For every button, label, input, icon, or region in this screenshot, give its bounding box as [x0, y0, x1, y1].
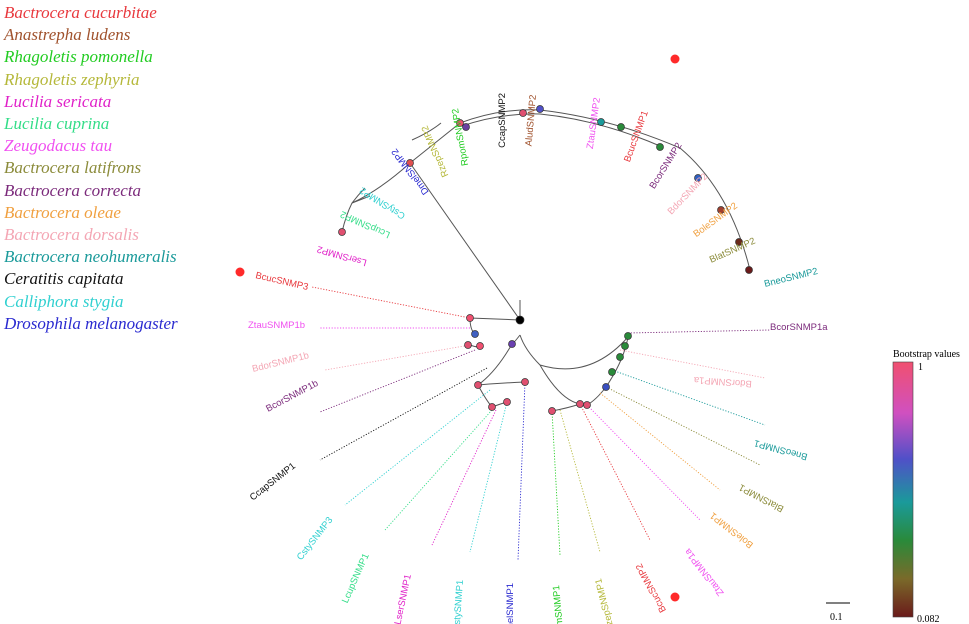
legend-entry: Bactrocera dorsalis	[4, 225, 139, 245]
snmp2-clade-branches	[341, 109, 751, 321]
highlight-marker	[670, 592, 680, 602]
tip-label: CcapSNMP1	[248, 461, 298, 503]
tip-label: CstySNMP2	[358, 184, 408, 221]
node	[597, 118, 605, 126]
tip-label: BneoSNMP2	[763, 266, 819, 290]
node	[616, 353, 624, 361]
tip-label: BoleSNMP1	[708, 510, 756, 551]
node	[694, 174, 702, 182]
tip-label: LserSNMP2	[316, 243, 368, 268]
node	[488, 403, 496, 411]
scale-bar: 0.1	[826, 602, 850, 623]
legend-entry: Lucilia cuprina	[4, 114, 110, 134]
node	[474, 381, 482, 389]
legend-entry: Bactrocera cucurbitae	[4, 3, 157, 22]
node	[745, 266, 753, 274]
legend-entry: Bactrocera neohumeralis	[4, 247, 177, 267]
legend-entry: Zeugodacus tau	[4, 136, 113, 156]
node	[471, 330, 479, 338]
node	[624, 332, 632, 340]
node	[519, 109, 527, 117]
tip-label: CstySNMP1	[451, 579, 466, 624]
tip-label: BdorSNMP1b	[251, 350, 310, 375]
tip-labels: CcapSNMP2 AludSNMP2 ZtauSNMP2 BcucSNMP1Bcor…	[248, 93, 828, 624]
tip-label: LcupSNMP2	[339, 208, 392, 240]
node	[508, 340, 516, 348]
node	[536, 105, 544, 113]
tip-label: DmelSNMP2	[390, 146, 432, 196]
tip-label: ZtauSNMP1a	[682, 546, 726, 598]
node	[456, 119, 464, 127]
tip-label: BlatSNMP2	[708, 236, 757, 266]
tip-label: BlatSNMP1	[737, 481, 786, 514]
node	[462, 123, 470, 131]
node	[466, 314, 474, 322]
node	[717, 206, 725, 214]
bootstrap-nodes	[338, 105, 753, 415]
tip-label: BneoSNMP1	[753, 437, 809, 462]
tip-label: BcorSNMP1a	[770, 322, 828, 333]
node	[621, 342, 629, 350]
legend-entry: Ceratitis capitata	[4, 269, 124, 289]
legend-entry: Bactrocera oleae	[4, 202, 121, 222]
tip-label: LserSNMP1	[393, 573, 414, 624]
tip-label: BdorSNMP1a	[693, 374, 752, 389]
tip-label: CcapSNMP2	[497, 93, 508, 148]
colorbar-title: Bootstrap values	[893, 349, 960, 360]
node	[464, 341, 472, 349]
node	[503, 398, 511, 406]
legend-entry: Rhagoletis zephyria	[4, 69, 140, 89]
tip-label: BcucSNMP3	[254, 270, 309, 293]
node	[476, 342, 484, 350]
tip-label: BcorSNMP2	[648, 141, 685, 191]
node	[602, 383, 610, 391]
legend-entry: Anastrepha ludens	[4, 25, 131, 45]
snmp1-clade-branches	[469, 300, 629, 412]
tip-label: RpomSNMP1	[551, 585, 567, 624]
legend-entry: Calliphora stygia	[4, 291, 124, 311]
colorbar-gradient	[892, 361, 914, 618]
node	[521, 378, 529, 386]
legend-entry: Lucilia sericata	[4, 91, 112, 111]
tip-label: BdorSNMP2	[666, 171, 711, 217]
node-root	[515, 315, 525, 325]
legend-entry: Drosophila melanogaster	[4, 313, 178, 333]
legend-entry: Bactrocera latifrons	[4, 158, 142, 178]
tip-label: BcorSNMP1b	[264, 378, 320, 415]
tip-label: DmelSNMP1	[505, 583, 516, 624]
node	[617, 123, 625, 131]
scale-bar-label: 0.1	[830, 612, 843, 623]
tip-label: RpomSNMP2	[450, 107, 471, 166]
legend-entry: Rhagoletis pomonella	[4, 47, 153, 67]
bootstrap-colorbar: Bootstrap values 1 0.082	[892, 349, 960, 624]
legend-entry: Bactrocera correcta	[4, 180, 142, 200]
node	[735, 238, 743, 246]
node	[608, 368, 616, 376]
node	[656, 143, 664, 151]
node-snmp2-root	[406, 159, 414, 167]
colorbar-min-label: 0.082	[917, 614, 940, 624]
tip-leader-lines	[311, 286, 771, 561]
tip-label: CstySNMP3	[295, 515, 336, 563]
node	[548, 407, 556, 415]
node	[583, 401, 591, 409]
tip-label: BcucSNMP2	[634, 562, 669, 615]
node	[338, 228, 346, 236]
highlight-marker	[235, 267, 245, 277]
tip-label: AludSNMP2	[524, 94, 539, 147]
tip-label: ZtauSNMP1b	[248, 320, 305, 331]
colorbar-max-label: 1	[918, 362, 923, 373]
node	[576, 400, 584, 408]
species-legend: Bactrocera cucurbitae Anastrepha ludens Rh…	[4, 2, 178, 335]
tip-label: LcupSNMP1	[340, 552, 372, 605]
tip-label: RzepSNMP1	[593, 577, 617, 624]
highlight-marker	[670, 54, 680, 64]
tip-label: BcucSNMP1	[622, 109, 651, 163]
